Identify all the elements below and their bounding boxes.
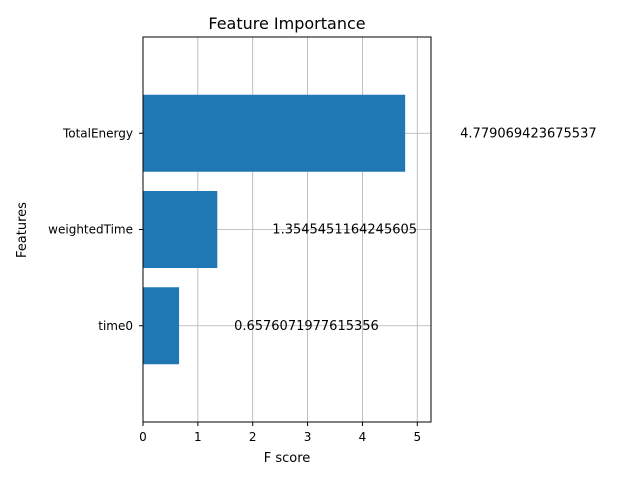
y-axis-label: Features	[15, 202, 30, 258]
chart-title: Feature Importance	[208, 14, 365, 33]
bar-time0	[143, 287, 180, 365]
data-label-weightedTime: 1.3545451164245605	[272, 223, 417, 238]
bar-TotalEnergy	[143, 94, 406, 172]
x-tick-label: 1	[194, 430, 202, 444]
data-label-TotalEnergy: 4.779069423675537	[460, 126, 596, 141]
x-tick-label: 5	[413, 430, 421, 444]
x-tick-label: 0	[139, 430, 147, 444]
y-tick-label: time0	[98, 319, 133, 333]
y-tick-label: weightedTime	[48, 223, 133, 237]
data-label-layer: 0.6576071977615356 1.3545451164245605 4.77…	[234, 126, 597, 334]
x-tick-label: 3	[304, 430, 312, 444]
x-tick-label: 4	[359, 430, 367, 444]
x-axis-label: F score	[264, 451, 311, 466]
data-label-time0: 0.6576071977615356	[234, 319, 379, 334]
tick-layer: 0 1 2 3 4 5 time0 weightedTime TotalEnergy	[48, 126, 421, 444]
bar-weightedTime	[143, 191, 218, 268]
x-tick-label: 2	[249, 430, 257, 444]
bar-layer	[143, 94, 406, 365]
y-tick-label: TotalEnergy	[62, 126, 133, 140]
